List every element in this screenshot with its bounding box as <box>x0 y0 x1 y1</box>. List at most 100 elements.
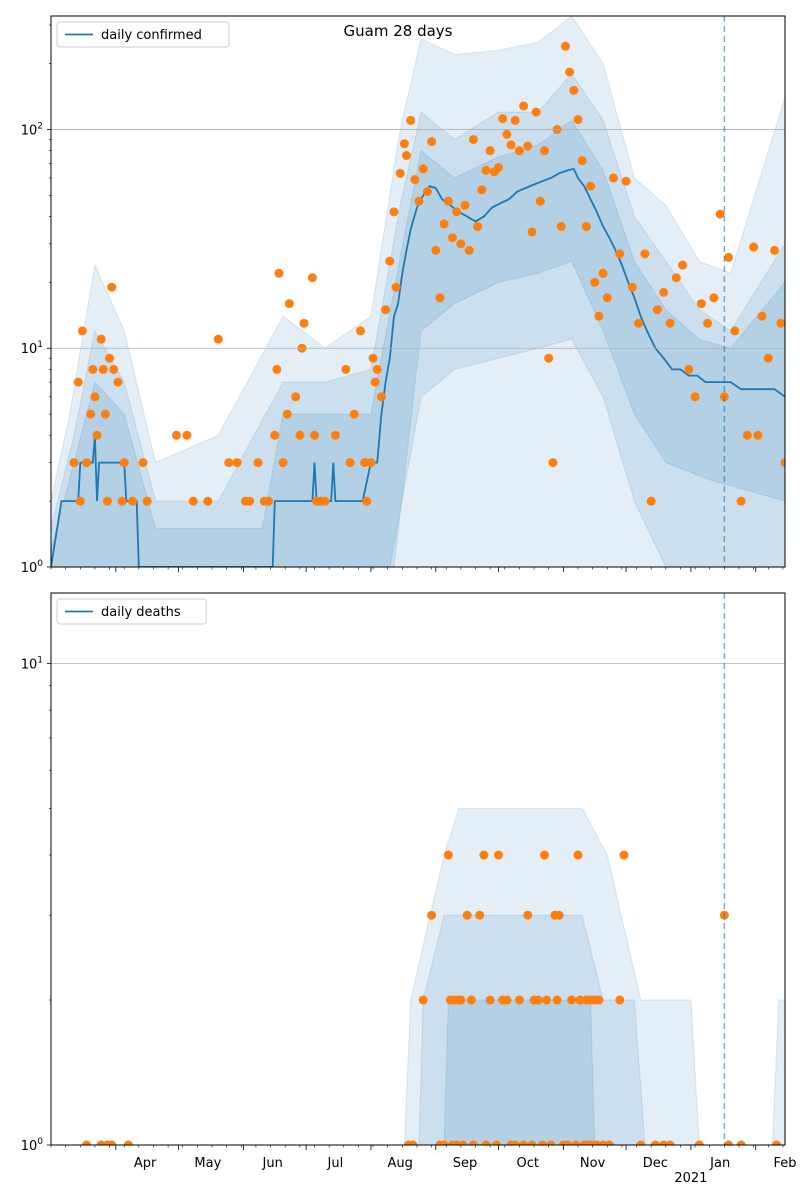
data-point <box>581 222 591 232</box>
data-point <box>615 249 625 259</box>
data-point <box>577 156 587 166</box>
data-point <box>142 496 152 506</box>
data-point <box>232 458 242 468</box>
data-point <box>182 430 192 440</box>
data-point <box>481 1140 491 1145</box>
data-point <box>776 318 785 328</box>
data-point <box>410 175 420 185</box>
data-point <box>278 458 288 468</box>
data-point <box>395 168 405 178</box>
axes-frame <box>50 592 786 1146</box>
uncertainty-band-1 <box>51 16 785 567</box>
uncertainty-band-3 <box>51 119 785 567</box>
data-point <box>309 430 319 440</box>
data-point <box>540 146 550 156</box>
data-point <box>295 430 305 440</box>
data-point <box>636 1140 646 1145</box>
data-point <box>602 293 612 303</box>
data-point <box>284 299 294 309</box>
data-point <box>481 165 491 175</box>
data-point <box>527 227 537 237</box>
data-point <box>724 1140 734 1145</box>
legend-box <box>56 21 230 48</box>
data-point <box>203 496 213 506</box>
data-point <box>224 458 234 468</box>
data-point <box>494 162 504 172</box>
data-point <box>696 299 706 309</box>
data-point <box>138 458 148 468</box>
data-point <box>594 311 604 321</box>
data-point <box>82 1140 92 1145</box>
data-point <box>320 496 330 506</box>
data-point <box>694 1140 704 1145</box>
data-point <box>460 200 470 210</box>
data-point <box>690 392 700 402</box>
data-point <box>443 850 453 860</box>
data-point <box>113 377 123 387</box>
y-tick-label: 101 <box>21 340 43 357</box>
data-point <box>448 233 458 243</box>
data-point <box>69 458 79 468</box>
data-point <box>540 850 550 860</box>
data-point <box>464 245 474 255</box>
data-point <box>627 282 637 292</box>
x-tick-label: Jun <box>262 1156 283 1171</box>
data-point <box>573 115 583 125</box>
data-point <box>100 409 110 419</box>
plot-area <box>51 807 785 1145</box>
x-tick-label: Jan <box>709 1156 730 1171</box>
data-point <box>399 139 409 149</box>
data-point <box>510 1140 520 1145</box>
data-point <box>128 496 138 506</box>
data-point <box>123 1140 133 1145</box>
data-point <box>86 409 96 419</box>
data-point <box>408 1140 418 1145</box>
series-line <box>51 167 785 567</box>
legend-box <box>56 598 207 625</box>
plot-area <box>51 16 785 567</box>
data-point <box>510 115 520 125</box>
data-point <box>514 146 524 156</box>
data-point <box>652 305 662 315</box>
data-point <box>456 995 466 1005</box>
data-point <box>427 137 437 147</box>
data-point <box>372 364 382 374</box>
data-point <box>422 187 432 197</box>
axes-frame <box>50 15 786 568</box>
data-point <box>96 334 106 344</box>
uncertainty-band-2 <box>51 914 785 1145</box>
data-point <box>498 114 508 124</box>
data-point <box>736 496 746 506</box>
data-point <box>477 185 487 195</box>
data-point <box>414 196 424 206</box>
data-point <box>542 995 552 1005</box>
data-point <box>742 430 752 440</box>
data-point <box>523 141 533 151</box>
data-point <box>567 995 577 1005</box>
data-point <box>466 995 476 1005</box>
data-point <box>370 377 380 387</box>
chart-title: Guam 28 days <box>344 22 453 40</box>
data-point <box>736 1140 746 1145</box>
data-point <box>355 326 365 336</box>
data-point <box>523 910 533 920</box>
x-tick-label: Feb <box>773 1156 796 1171</box>
data-point <box>552 995 562 1005</box>
data-point <box>272 364 282 374</box>
data-point <box>586 181 596 191</box>
x-tick-sublabel: 2021 <box>674 1171 707 1186</box>
data-point <box>757 311 767 321</box>
data-point <box>665 318 675 328</box>
data-point <box>763 353 773 363</box>
data-point <box>418 164 428 174</box>
data-point <box>502 129 512 139</box>
data-point <box>678 260 688 270</box>
data-point <box>427 910 437 920</box>
uncertainty-band-1 <box>51 807 785 1145</box>
data-point <box>703 318 713 328</box>
data-point <box>188 496 198 506</box>
data-point <box>270 430 280 440</box>
data-point <box>462 910 472 920</box>
data-point <box>615 995 625 1005</box>
data-point <box>330 430 340 440</box>
